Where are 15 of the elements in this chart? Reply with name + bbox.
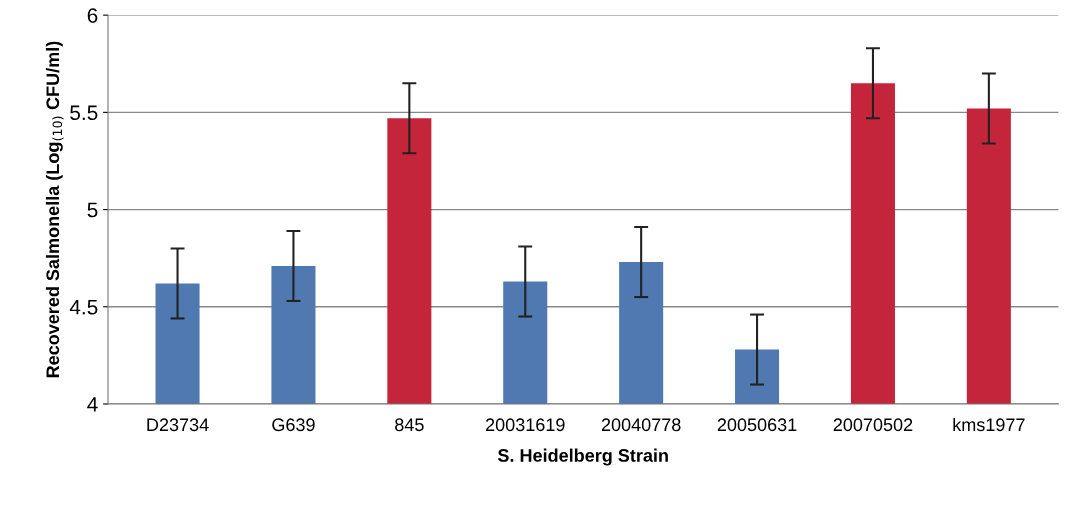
y-axis-title: Recovered Salmonella (Log$_{(10)}$ CFU/ml) [45,41,64,378]
x-axis-title: S. Heidelberg Strain [497,448,668,466]
x-tick-label: kms1977 [953,417,1025,432]
y-tick-label: 6 [87,8,98,23]
y-tick-label: 5.5 [70,105,98,121]
y-tick-label: 4.5 [69,300,98,315]
x-tick-label: 20070502 [833,418,913,432]
x-tick-label: 20050631 [717,418,797,432]
x-tick-label: 20031619 [485,418,565,432]
y-tick-label: 4 [87,397,98,412]
x-tick-label: 845 [395,418,424,432]
y-tick-label: 5 [87,202,98,218]
x-tick-label: 20040778 [601,418,681,432]
x-tick-label: G639 [272,418,315,432]
x-tick-label: D23734 [147,418,209,432]
